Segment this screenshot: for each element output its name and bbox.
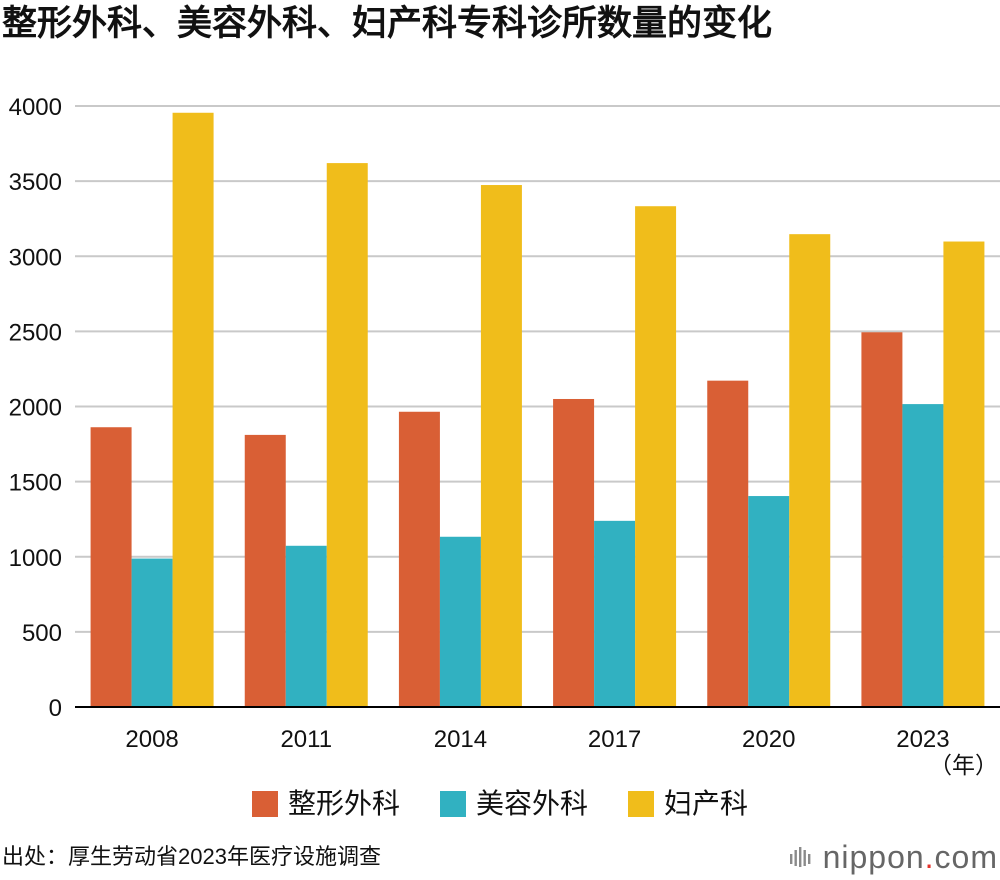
nippon-logo-mark-icon [789,847,810,867]
legend-swatch-plastic-surgery [251,791,278,817]
legend-item-plastic-surgery: 整形外科 [251,788,400,820]
bar-obstetrics-gynecology-2020 [789,234,831,707]
x-tick-label: 2014 [434,726,487,753]
bar-obstetrics-gynecology-2008 [172,112,214,708]
bar-cosmetic-surgery-2023 [902,404,944,707]
logo-dot: . [924,839,935,875]
chart-title: 整形外科、美容外科、妇产科专科诊所数量的变化 [2,4,773,43]
bar-obstetrics-gynecology-2014 [480,185,522,707]
bar-obstetrics-gynecology-2011 [326,163,368,708]
legend-swatch-obstetrics-gynecology [628,791,654,817]
bar-plastic-surgery-2017 [553,398,595,707]
y-tick-label: 4000 [9,94,62,121]
bar-obstetrics-gynecology-2017 [635,206,677,708]
y-tick-label: 1000 [9,545,62,572]
bar-obstetrics-gynecology-2023 [943,241,985,707]
x-tick-label: 2011 [280,726,332,753]
legend-label-plastic-surgery: 整形外科 [287,788,400,819]
bar-cosmetic-surgery-2008 [131,558,173,707]
bar-cosmetic-surgery-2020 [748,496,790,707]
bar-cosmetic-surgery-2014 [439,536,481,707]
legend-item-obstetrics-gynecology: 妇产科 [628,788,748,820]
y-tick-label: 500 [22,620,62,647]
bar-plastic-surgery-2023 [861,332,903,707]
bar-plastic-surgery-2011 [244,434,286,707]
source-note: 出处：厚生劳动省2023年医疗设施调查 [2,844,381,869]
logo-name: nippon [822,839,925,875]
y-tick-label: 2000 [9,395,62,422]
x-tick-label: 2023 [896,726,949,753]
x-tick-label: 2008 [125,726,178,753]
legend-item-cosmetic-surgery: 美容外科 [439,788,588,820]
bar-plastic-surgery-2020 [707,380,749,707]
legend-label-obstetrics-gynecology: 妇产科 [664,788,749,819]
bar-cosmetic-surgery-2011 [285,545,327,707]
y-tick-label: 3000 [9,244,62,271]
legend-label-cosmetic-surgery: 美容外科 [475,788,588,819]
logo-suffix: com [934,839,998,875]
y-tick-label: 2500 [9,319,62,346]
y-tick-label: 0 [49,695,62,722]
legend-swatch-cosmetic-surgery [439,791,466,817]
bar-plastic-surgery-2008 [90,427,132,707]
y-tick-label: 3500 [9,169,62,196]
x-tick-label: 2020 [742,726,795,753]
chart-legend: 整形外科 美容外科 妇产科 [0,788,1000,820]
y-tick-label: 1500 [9,470,62,497]
nippon-logo-text: nippon.com [823,837,998,877]
nippon-logo: nippon.com [789,836,998,878]
x-axis-unit-label: （年） [929,752,998,778]
bar-plastic-surgery-2014 [398,411,440,707]
bar-cosmetic-surgery-2017 [594,520,636,707]
x-tick-label: 2017 [588,726,641,753]
